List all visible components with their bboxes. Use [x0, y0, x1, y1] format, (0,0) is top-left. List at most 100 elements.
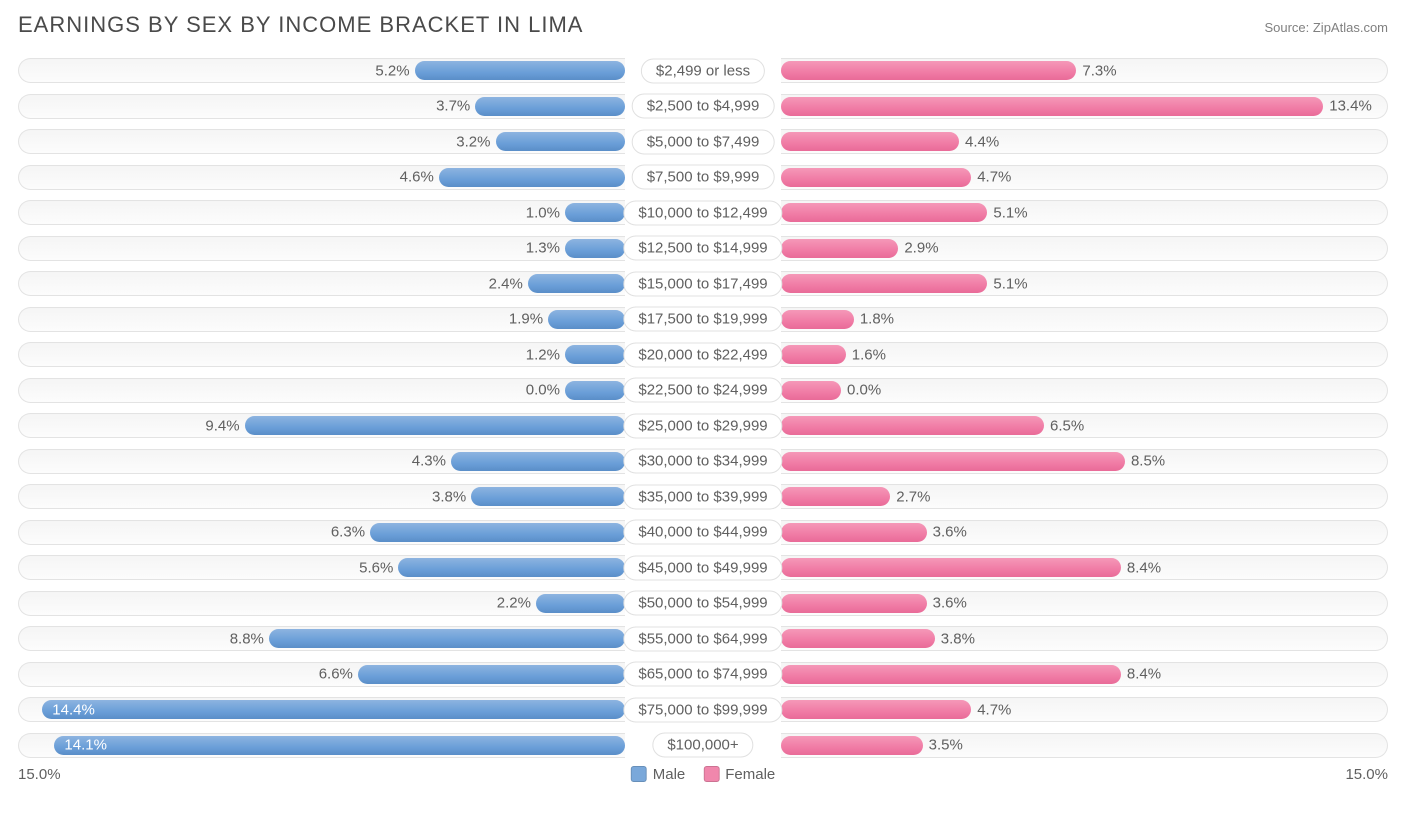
female-pct-label: 3.8% — [941, 630, 975, 647]
category-label: $55,000 to $64,999 — [623, 626, 782, 651]
legend-item-female: Female — [703, 766, 775, 783]
male-bar — [451, 452, 625, 471]
male-bar — [358, 665, 625, 684]
table-row: 4.6%4.7%$7,500 to $9,999 — [18, 161, 1388, 194]
category-label: $65,000 to $74,999 — [623, 662, 782, 687]
male-bar — [370, 523, 625, 542]
category-label: $50,000 to $54,999 — [623, 591, 782, 616]
category-label: $5,000 to $7,499 — [632, 129, 775, 154]
male-pct-label: 1.2% — [515, 346, 560, 363]
male-bar — [269, 629, 625, 648]
female-bar — [781, 310, 854, 329]
female-bar — [781, 61, 1076, 80]
category-label: $20,000 to $22,499 — [623, 342, 782, 367]
male-bar — [54, 736, 625, 755]
male-pct-label: 8.8% — [219, 630, 264, 647]
table-row: 14.4%4.7%$75,000 to $99,999 — [18, 693, 1388, 726]
male-bar — [439, 168, 625, 187]
female-bar — [781, 736, 923, 755]
female-bar — [781, 239, 898, 258]
male-pct-label: 3.7% — [425, 98, 470, 115]
male-pct-label: 1.3% — [515, 240, 560, 257]
female-pct-label: 13.4% — [1329, 98, 1372, 115]
table-row: 5.2%7.3%$2,499 or less — [18, 54, 1388, 87]
male-pct-label: 14.1% — [64, 737, 107, 754]
female-bar — [781, 558, 1121, 577]
category-label: $25,000 to $29,999 — [623, 413, 782, 438]
table-row: 9.4% 6.5% $25,000 to $29,999 — [18, 409, 1388, 442]
female-bar — [781, 487, 890, 506]
female-bar — [781, 523, 927, 542]
male-bar — [548, 310, 625, 329]
category-label: $45,000 to $49,999 — [623, 555, 782, 580]
male-bar — [565, 239, 625, 258]
female-bar — [781, 168, 971, 187]
female-pct-label: 3.6% — [933, 595, 967, 612]
table-row: 2.2% 3.6% $50,000 to $54,999 — [18, 587, 1388, 620]
female-pct-label: 3.5% — [929, 737, 963, 754]
category-label: $10,000 to $12,499 — [623, 200, 782, 225]
male-pct-label: 5.6% — [348, 559, 393, 576]
male-bar — [528, 274, 625, 293]
table-row: 1.2% 1.6% $20,000 to $22,499 — [18, 338, 1388, 371]
table-row: 6.6% 8.4% $65,000 to $74,999 — [18, 658, 1388, 691]
legend-item-male: Male — [631, 766, 686, 783]
category-label: $22,500 to $24,999 — [623, 378, 782, 403]
male-swatch-icon — [631, 766, 647, 782]
male-bar — [565, 345, 625, 364]
male-pct-label: 4.3% — [401, 453, 446, 470]
male-pct-label: 2.4% — [478, 275, 523, 292]
female-pct-label: 0.0% — [847, 382, 881, 399]
table-row: 3.8% 2.7% $35,000 to $39,999 — [18, 480, 1388, 513]
category-label: $75,000 to $99,999 — [623, 697, 782, 722]
female-pct-label: 8.4% — [1127, 666, 1161, 683]
category-label: $15,000 to $17,499 — [623, 271, 782, 296]
male-pct-label: 1.9% — [498, 311, 543, 328]
category-label: $40,000 to $44,999 — [623, 520, 782, 545]
female-pct-label: 6.5% — [1050, 417, 1084, 434]
category-label: $17,500 to $19,999 — [623, 307, 782, 332]
chart-title: EARNINGS BY SEX BY INCOME BRACKET IN LIM… — [18, 12, 583, 38]
female-pct-label: 2.7% — [896, 488, 930, 505]
female-pct-label: 8.5% — [1131, 453, 1165, 470]
table-row: 2.4%5.1%$15,000 to $17,499 — [18, 267, 1388, 300]
male-pct-label: 5.2% — [365, 62, 410, 79]
table-row: 1.9% 1.8% $17,500 to $19,999 — [18, 303, 1388, 336]
male-pct-label: 6.6% — [308, 666, 353, 683]
male-pct-label: 3.8% — [421, 488, 466, 505]
legend-male-label: Male — [653, 766, 686, 783]
female-bar — [781, 700, 971, 719]
chart-source: Source: ZipAtlas.com — [1264, 20, 1388, 35]
male-pct-label: 2.2% — [486, 595, 531, 612]
male-bar — [398, 558, 625, 577]
male-bar — [245, 416, 625, 435]
category-label: $35,000 to $39,999 — [623, 484, 782, 509]
male-pct-label: 9.4% — [195, 417, 240, 434]
male-pct-label: 3.2% — [446, 133, 491, 150]
table-row: 6.3%3.6%$40,000 to $44,999 — [18, 516, 1388, 549]
male-bar — [415, 61, 625, 80]
axis-max-left: 15.0% — [18, 766, 61, 783]
male-bar — [475, 97, 625, 116]
table-row: 14.1%3.5%$100,000+ — [18, 729, 1388, 762]
table-row: 4.3%8.5%$30,000 to $34,999 — [18, 445, 1388, 478]
male-bar — [42, 700, 625, 719]
female-bar — [781, 594, 927, 613]
table-row: 5.6%8.4%$45,000 to $49,999 — [18, 551, 1388, 584]
male-bar — [565, 381, 625, 400]
male-bar — [565, 203, 625, 222]
category-label: $12,500 to $14,999 — [623, 236, 782, 261]
female-pct-label: 1.6% — [852, 346, 886, 363]
female-pct-label: 4.7% — [977, 701, 1011, 718]
female-bar — [781, 132, 959, 151]
female-pct-label: 1.8% — [860, 311, 894, 328]
female-pct-label: 5.1% — [993, 204, 1027, 221]
table-row: 1.3%2.9%$12,500 to $14,999 — [18, 232, 1388, 265]
female-bar — [781, 452, 1125, 471]
table-row: 1.0%5.1%$10,000 to $12,499 — [18, 196, 1388, 229]
female-swatch-icon — [703, 766, 719, 782]
diverging-bar-chart: 5.2%7.3%$2,499 or less3.7%13.4%$2,500 to… — [18, 54, 1388, 762]
male-pct-label: 4.6% — [389, 169, 434, 186]
track-left — [18, 591, 625, 616]
male-bar — [496, 132, 625, 151]
